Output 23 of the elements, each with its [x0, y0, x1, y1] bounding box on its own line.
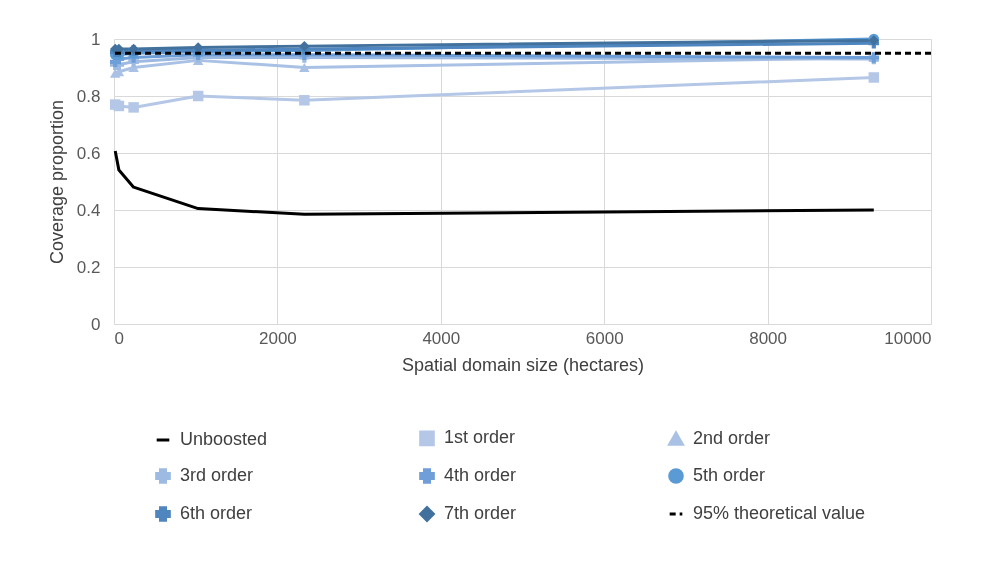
- y-axis-title: Coverage proportion: [46, 99, 67, 265]
- y-tick-label: 0.2: [76, 257, 101, 277]
- x-tick-label: 2000: [258, 328, 297, 348]
- legend-label: Unboosted: [180, 429, 268, 449]
- x-tick-label: 6000: [585, 328, 624, 348]
- x-axis-title: Spatial domain size (hectares): [401, 354, 645, 375]
- x-tick-label: 4000: [422, 328, 461, 348]
- x-tick-label: 0: [114, 328, 124, 348]
- legend-label: 95% theoretical value: [693, 503, 866, 523]
- x-tick-label: 10000: [884, 328, 932, 348]
- y-tick-label: 0.6: [76, 143, 101, 163]
- legend-label: 5th order: [693, 465, 766, 485]
- legend-label: 3rd order: [180, 465, 254, 485]
- legend-label: 6th order: [180, 503, 253, 523]
- legend-label: 2nd order: [693, 427, 771, 448]
- y-tick-label: 1: [91, 29, 101, 49]
- legend-label: 7th order: [444, 503, 517, 523]
- x-tick-label: 8000: [749, 328, 788, 348]
- legend-label: 1st order: [444, 427, 516, 448]
- y-tick-label: 0.8: [76, 86, 101, 106]
- y-tick-label: 0: [91, 314, 101, 334]
- legend-label: 4th order: [444, 465, 517, 485]
- y-tick-label: 0.4: [76, 200, 101, 220]
